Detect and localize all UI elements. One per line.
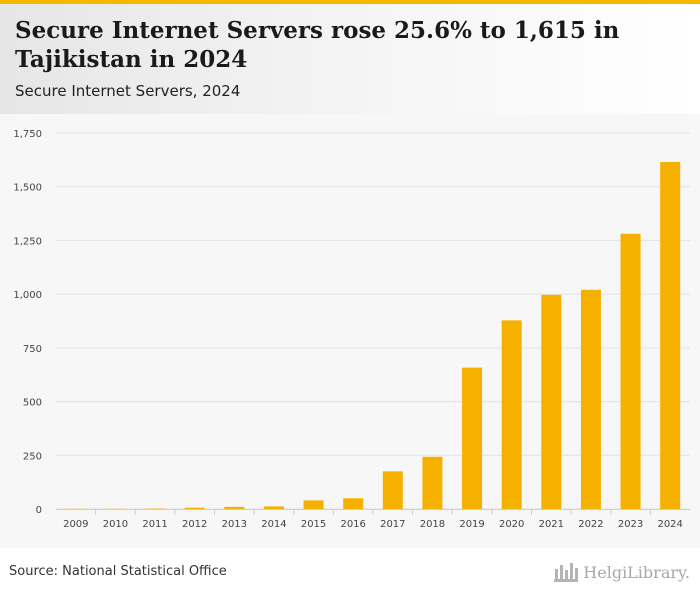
y-tick-label: 1,750 bbox=[13, 129, 42, 140]
y-tick-label: 1,500 bbox=[13, 183, 42, 194]
bar-2012[interactable] bbox=[184, 507, 205, 509]
x-tick-label: 2015 bbox=[301, 519, 326, 530]
x-tick-label: 2017 bbox=[380, 519, 405, 530]
y-axis-ticks: 0 250 500 750 1,000 1,250 1,500 1,750 bbox=[13, 129, 42, 516]
x-tick-label: 2014 bbox=[261, 519, 286, 530]
x-tick-label: 2020 bbox=[499, 519, 524, 530]
y-tick-label: 1,250 bbox=[13, 236, 42, 247]
library-icon bbox=[554, 563, 579, 582]
chart-title: Secure Internet Servers rose 25.6% to 1,… bbox=[15, 17, 620, 73]
bar-2021[interactable] bbox=[541, 294, 562, 509]
x-tick-label: 2012 bbox=[182, 519, 207, 530]
accent-rule bbox=[0, 0, 700, 4]
bar-2018[interactable] bbox=[422, 456, 443, 509]
y-tick-label: 500 bbox=[23, 398, 42, 409]
bar-2023[interactable] bbox=[620, 233, 641, 509]
y-tick-label: 0 bbox=[36, 505, 42, 516]
bar-2016[interactable] bbox=[343, 498, 364, 509]
x-tick-label: 2019 bbox=[459, 519, 484, 530]
x-tick-label: 2023 bbox=[618, 519, 643, 530]
x-axis-ticks: 2009 2010 2011 2012 2013 2014 2015 2016 2017 2018… bbox=[56, 509, 690, 530]
x-tick-label: 2013 bbox=[222, 519, 247, 530]
y-tick-label: 750 bbox=[23, 344, 42, 355]
x-tick-label: 2010 bbox=[103, 519, 128, 530]
bar-2013[interactable] bbox=[224, 506, 245, 509]
x-tick-label: 2011 bbox=[142, 519, 167, 530]
x-tick-label: 2024 bbox=[657, 519, 682, 530]
y-tick-label: 1,000 bbox=[13, 290, 42, 301]
bar-series bbox=[65, 162, 681, 509]
chart-subtitle: Secure Internet Servers, 2024 bbox=[15, 82, 241, 100]
x-tick-label: 2022 bbox=[578, 519, 603, 530]
bar-2024[interactable] bbox=[660, 162, 681, 509]
bar-2019[interactable] bbox=[462, 367, 483, 509]
bar-2022[interactable] bbox=[580, 289, 601, 509]
brand-logo[interactable]: HelgiLibrary. bbox=[553, 560, 690, 584]
bar-2014[interactable] bbox=[263, 506, 284, 509]
brand-name: HelgiLibrary. bbox=[583, 562, 690, 582]
x-tick-label: 2009 bbox=[63, 519, 88, 530]
x-tick-label: 2021 bbox=[539, 519, 564, 530]
chart-header: Secure Internet Servers rose 25.6% to 1,… bbox=[0, 4, 700, 114]
bar-2017[interactable] bbox=[382, 471, 403, 509]
bar-2020[interactable] bbox=[501, 320, 522, 509]
x-tick-label: 2016 bbox=[340, 519, 365, 530]
x-tick-label: 2018 bbox=[420, 519, 445, 530]
source-note: Source: National Statistical Office bbox=[9, 564, 227, 579]
bar-2015[interactable] bbox=[303, 500, 324, 509]
y-tick-label: 250 bbox=[23, 451, 42, 462]
